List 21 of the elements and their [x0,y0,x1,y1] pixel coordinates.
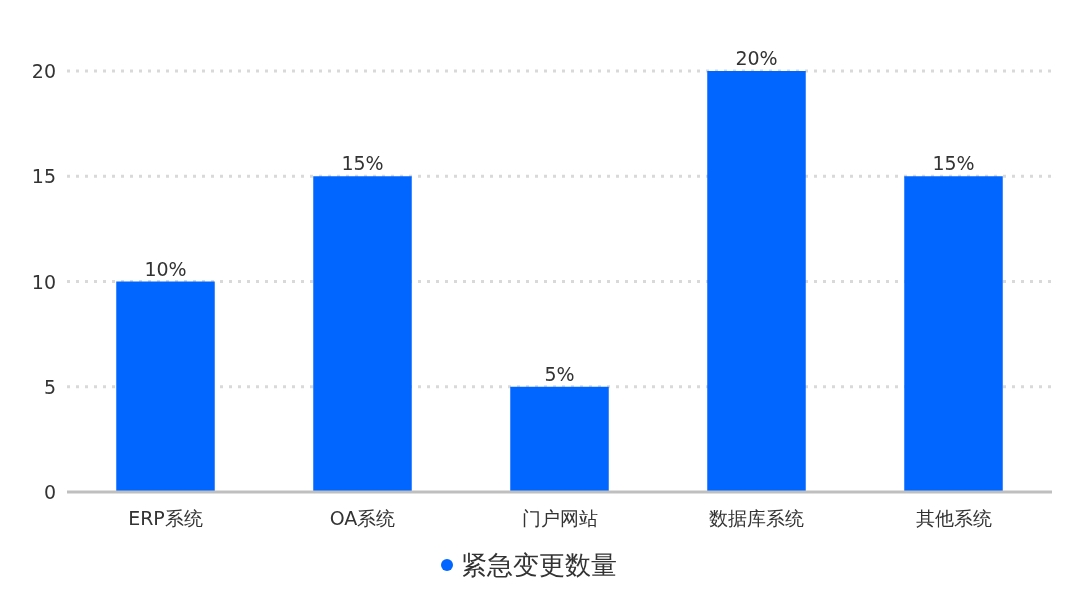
y-tick-label: 10 [31,270,56,293]
y-tick-label: 20 [31,60,56,82]
data-label: 15% [341,152,384,175]
data-label: 15% [932,152,975,175]
data-label: 20% [735,47,778,69]
x-tick-label: 其他系统 [915,507,992,529]
data-label: 5% [544,362,575,385]
bar [904,176,1003,492]
bar [116,281,215,492]
x-tick-label: 数据库系统 [709,507,804,529]
bar [510,386,609,492]
legend-label: 紧急变更数量 [461,550,617,580]
y-tick-label: 0 [43,481,56,503]
x-tick-label: 门户网站 [521,507,598,529]
y-tick-label: 5 [43,375,56,398]
bar [313,176,412,492]
x-tick-label: ERP系统 [128,507,203,529]
y-tick-label: 15 [31,165,56,188]
data-label: 10% [144,257,187,280]
bar [707,71,806,492]
x-tick-label: OA系统 [329,507,396,529]
